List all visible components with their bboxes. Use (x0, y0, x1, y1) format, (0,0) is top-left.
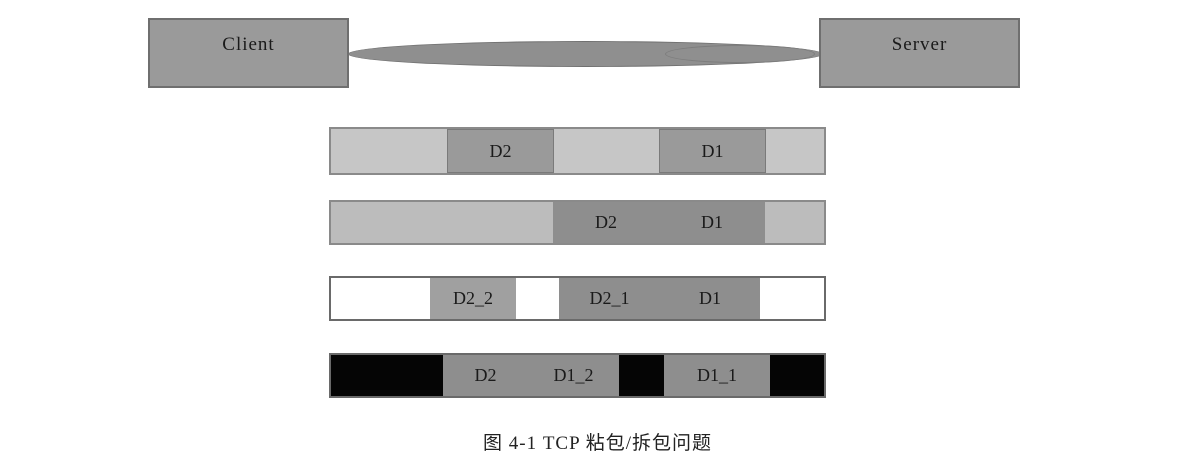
packet-d2: D2 (447, 129, 554, 173)
packet-d2-2: D2_2 (430, 278, 516, 319)
packet-d1: D1 (659, 202, 765, 243)
connection-pipe-highlight (665, 45, 815, 63)
packet-row-2: D2 D1 (329, 200, 826, 245)
packet-d1-1: D1_1 (664, 355, 770, 396)
figure-caption: 图 4-1 TCP 粘包/拆包问题 (483, 433, 712, 454)
packet-d1-2: D1_2 (528, 355, 619, 396)
packet-d2: D2 (443, 355, 528, 396)
packet-label: D2_1 (589, 288, 630, 308)
packet-d2: D2 (553, 202, 659, 243)
packet-label: D2 (595, 212, 617, 232)
client-label: Client (222, 34, 275, 55)
server-node: Server (819, 18, 1020, 88)
packet-d2-1: D2_1 (559, 278, 660, 319)
packet-row-1: D2 D1 (329, 127, 826, 175)
server-label: Server (891, 34, 948, 55)
packet-label: D2_2 (453, 288, 493, 308)
packet-label: D1 (701, 212, 723, 232)
packet-row-4: D2 D1_2 D1_1 (329, 353, 826, 398)
packet-label: D1 (699, 288, 721, 308)
packet-label: D1_2 (553, 365, 594, 385)
client-node: Client (148, 18, 349, 88)
packet-d1: D1 (660, 278, 760, 319)
packet-label: D2 (489, 140, 512, 161)
packet-d1: D1 (659, 129, 766, 173)
packet-label: D1 (701, 140, 724, 161)
packet-label: D1_1 (697, 365, 737, 385)
packet-label: D2 (474, 365, 497, 385)
packet-row-3: D2_2 D2_1 D1 (329, 276, 826, 321)
